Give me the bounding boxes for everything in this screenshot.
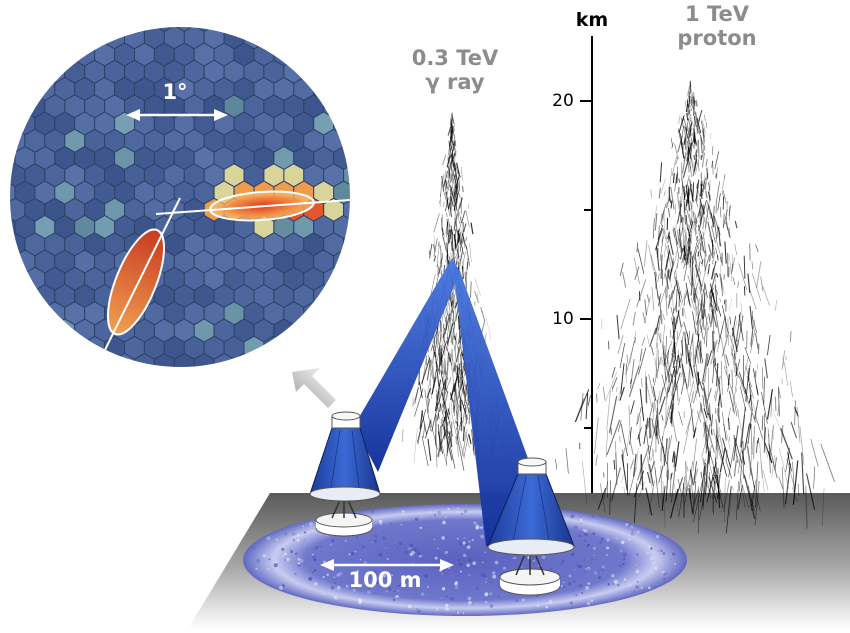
gamma-particle-label: γ ray [395, 70, 515, 94]
gamma-energy-label: 0.3 TeV [395, 46, 515, 70]
tick-label-20: 20 [548, 89, 578, 113]
proton-shower [555, 81, 834, 534]
camera-pointer-arrow [292, 368, 336, 408]
gamma-ray-label: 0.3 TeV γ ray [395, 46, 515, 94]
tick-label-10: 10 [548, 307, 578, 331]
distance-scale-label: 100 m [330, 568, 440, 592]
camera-image [0, 9, 364, 377]
proton-energy-label: 1 TeV [662, 2, 772, 26]
camera-pixel-grid [0, 9, 364, 377]
proton-particle-label: proton [662, 26, 772, 50]
cherenkov-light-pool [243, 504, 687, 616]
proton-label: 1 TeV proton [662, 2, 772, 50]
altitude-unit-label: km [568, 8, 616, 32]
angle-scale-label: 1° [150, 80, 200, 104]
light-beam-left [354, 258, 460, 472]
altitude-axis [580, 36, 592, 493]
